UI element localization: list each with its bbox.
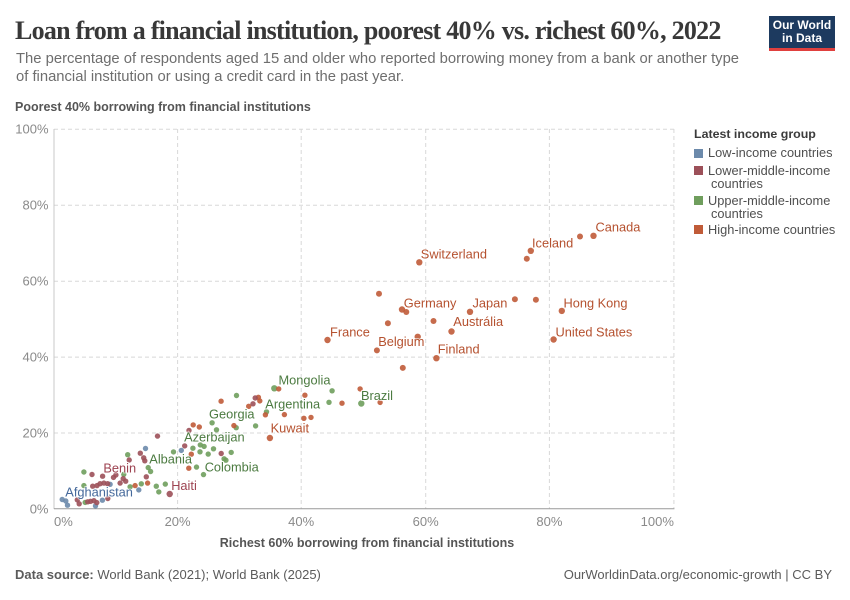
svg-text:80%: 80% xyxy=(536,514,562,529)
svg-text:Brazil: Brazil xyxy=(361,388,393,403)
svg-text:60%: 60% xyxy=(22,274,48,289)
svg-text:Switzerland: Switzerland xyxy=(421,246,487,261)
svg-text:100%: 100% xyxy=(641,514,675,529)
svg-text:Georgia: Georgia xyxy=(209,407,255,422)
svg-text:Finland: Finland xyxy=(438,341,480,356)
svg-text:100%: 100% xyxy=(15,122,49,137)
svg-text:Canada: Canada xyxy=(596,220,642,235)
svg-text:20%: 20% xyxy=(22,426,48,441)
svg-text:Azerbaijan: Azerbaijan xyxy=(184,430,244,445)
svg-text:Germany: Germany xyxy=(404,295,457,310)
svg-text:60%: 60% xyxy=(413,514,439,529)
svg-text:0%: 0% xyxy=(30,501,49,516)
svg-text:80%: 80% xyxy=(22,198,48,213)
svg-text:Japan: Japan xyxy=(473,295,508,310)
svg-text:0%: 0% xyxy=(54,514,73,529)
svg-text:Hong Kong: Hong Kong xyxy=(564,295,628,310)
svg-text:Kuwait: Kuwait xyxy=(271,421,310,436)
svg-text:Haiti: Haiti xyxy=(171,478,197,493)
svg-text:Iceland: Iceland xyxy=(532,235,573,250)
svg-text:40%: 40% xyxy=(22,350,48,365)
svg-text:20%: 20% xyxy=(165,514,191,529)
svg-text:United States: United States xyxy=(556,324,633,339)
svg-text:40%: 40% xyxy=(288,514,314,529)
svg-text:Austrália: Austrália xyxy=(453,314,504,329)
svg-text:Benin: Benin xyxy=(103,460,136,475)
svg-text:Albania: Albania xyxy=(149,452,193,467)
svg-text:Belgium: Belgium xyxy=(378,334,424,349)
svg-text:Argentina: Argentina xyxy=(265,396,321,411)
svg-text:Afghanistan: Afghanistan xyxy=(65,484,133,499)
svg-text:Colombia: Colombia xyxy=(205,459,260,474)
svg-text:Mongolia: Mongolia xyxy=(279,373,332,388)
svg-text:France: France xyxy=(330,324,370,339)
